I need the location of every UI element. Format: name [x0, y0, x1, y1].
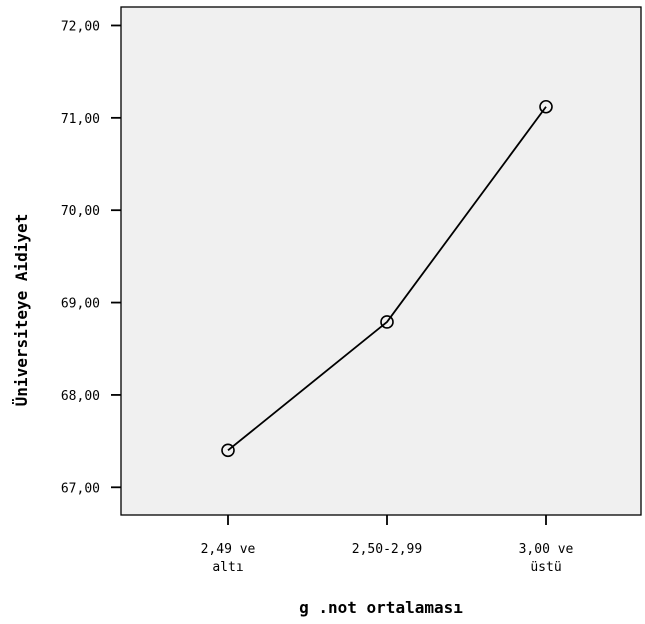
x-tick-label: 2,50-2,99 — [352, 542, 422, 557]
y-tick-label: 70,00 — [61, 204, 100, 219]
plot-area — [120, 6, 642, 516]
x-axis-ticks: 2,49 ve altı 2,50-2,99 3,00 ve üstü — [201, 515, 574, 575]
x-tick-label: 3,00 ve — [519, 542, 574, 557]
data-points — [221, 99, 553, 458]
data-point — [380, 315, 394, 329]
x-tick-label: altı — [212, 560, 243, 575]
x-tick-label: 2,49 ve — [201, 542, 256, 557]
data-point — [221, 443, 235, 458]
y-tick-label: 67,00 — [61, 481, 100, 496]
x-axis-title: g .not ortalaması — [299, 598, 463, 617]
y-tick-label: 69,00 — [61, 297, 100, 312]
y-tick-label: 72,00 — [61, 19, 100, 34]
y-tick-label: 68,00 — [61, 389, 100, 404]
y-tick-label: 71,00 — [61, 112, 100, 127]
x-tick-label: üstü — [530, 560, 561, 575]
y-axis-title: Üniversiteye Aidiyet — [12, 214, 31, 407]
data-point — [539, 99, 553, 114]
series-line — [227, 106, 547, 452]
y-axis-ticks: 67,00 68,00 69,00 70,00 71,00 72,00 — [61, 19, 121, 496]
